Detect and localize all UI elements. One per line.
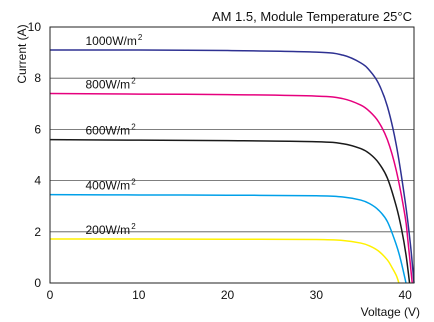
x-tick-label: 30 — [310, 288, 324, 302]
series-label-superscript: 2 — [131, 123, 136, 132]
x-tick-label: 40 — [398, 288, 412, 302]
gridlines — [50, 77, 414, 233]
series-label-superscript: 2 — [131, 222, 136, 231]
y-axis-label: Current (A) — [15, 24, 29, 83]
series-label-3: 400W/m 2 — [86, 178, 137, 193]
x-tick-label: 20 — [221, 288, 235, 302]
series-label-text: 800W/m — [86, 78, 131, 92]
y-tick-label: 6 — [34, 122, 41, 136]
series-label-superscript: 2 — [138, 33, 143, 42]
series-label-text: 600W/m — [86, 124, 131, 138]
chart-title: AM 1.5, Module Temperature 25°C — [212, 9, 412, 24]
series-line-3 — [49, 193, 407, 284]
y-tick-label: 4 — [34, 174, 41, 188]
y-tick-label: 0 — [34, 276, 41, 290]
series-label-1: 800W/m 2 — [86, 77, 137, 92]
series-label-superscript: 2 — [131, 178, 136, 187]
series-label-0: 1000W/m 2 — [86, 33, 143, 48]
series-line-2 — [49, 138, 411, 284]
x-tick-label: 10 — [132, 288, 146, 302]
y-tick-label: 10 — [28, 20, 42, 34]
series-label-4: 200W/m 2 — [86, 222, 137, 237]
series-label-text: 200W/m — [86, 223, 131, 237]
series-lines — [49, 49, 415, 284]
x-axis-label: Voltage (V) — [361, 305, 420, 319]
y-tick-label: 2 — [34, 225, 41, 239]
series-line-1 — [49, 92, 413, 284]
plot-frame — [49, 26, 415, 284]
series-line-0 — [49, 49, 415, 284]
x-tick-label: 0 — [47, 288, 54, 302]
series-label-text: 1000W/m — [86, 34, 137, 48]
series-label-2: 600W/m 2 — [86, 123, 137, 138]
series-label-superscript: 2 — [131, 77, 136, 86]
series-label-text: 400W/m — [86, 179, 131, 193]
axis-ticks: 0 2 4 6 8 10 0 10 20 30 40 — [28, 20, 412, 302]
series-line-4 — [49, 238, 400, 284]
y-tick-label: 8 — [34, 71, 41, 85]
